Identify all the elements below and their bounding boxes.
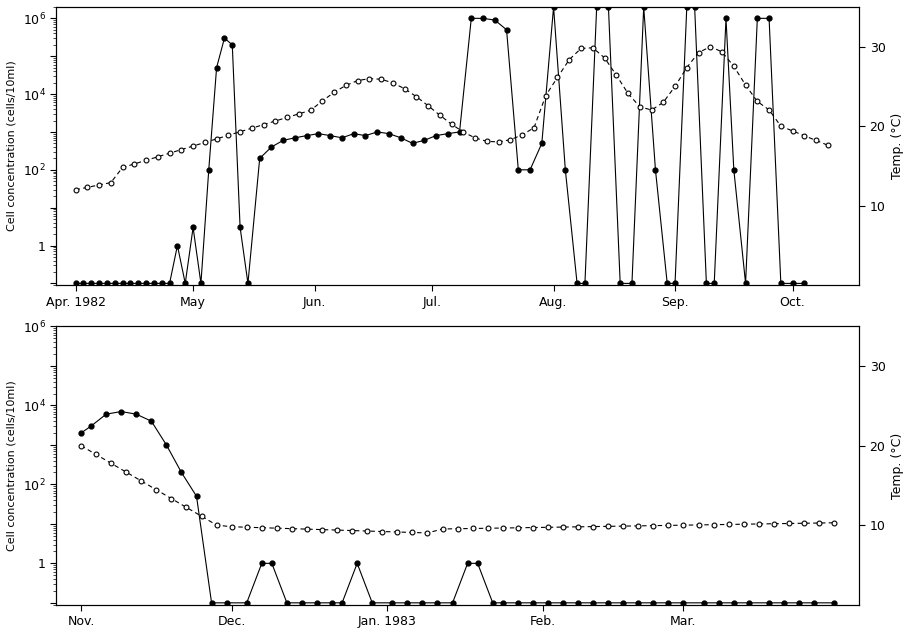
Y-axis label: Temp. (°C): Temp. (°C) bbox=[891, 432, 904, 498]
Y-axis label: Cell concentration (cells/10ml): Cell concentration (cells/10ml) bbox=[7, 380, 17, 551]
Y-axis label: Temp. (°C): Temp. (°C) bbox=[891, 113, 904, 179]
Y-axis label: Cell concentration (cells/10ml): Cell concentration (cells/10ml) bbox=[7, 61, 17, 231]
